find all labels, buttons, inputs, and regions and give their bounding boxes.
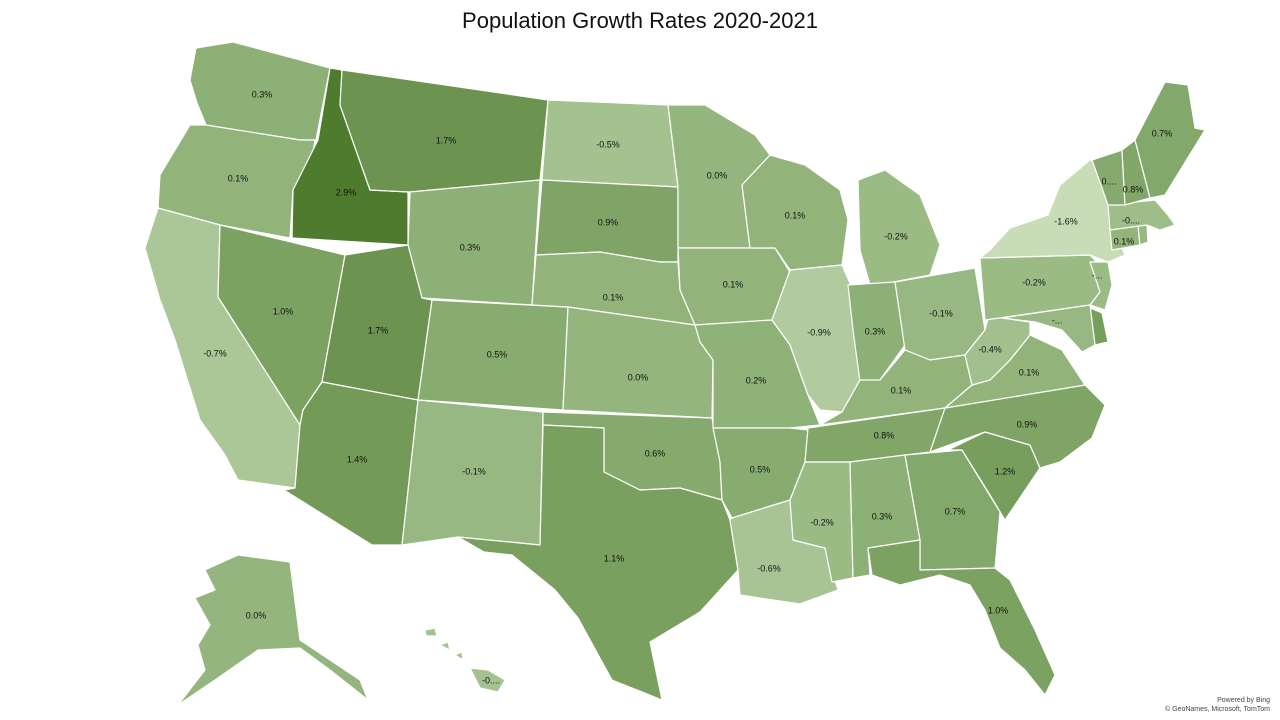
state-label-tx: 1.1% [604, 553, 625, 563]
state-tx[interactable] [457, 424, 739, 701]
state-label-oh: -0.1% [929, 308, 953, 318]
state-label-mn: 0.0% [707, 170, 728, 180]
state-label-hi: -0.... [482, 675, 500, 685]
state-label-vt: 0.... [1101, 176, 1116, 186]
state-label-nh: 0.8% [1123, 184, 1144, 194]
state-wi[interactable] [741, 154, 849, 271]
attribution-copyright: © GeoNames, Microsoft, TomTom [1165, 706, 1270, 713]
state-label-wa: 0.3% [252, 89, 273, 99]
state-wv[interactable] [964, 311, 1031, 386]
state-il[interactable] [771, 264, 861, 413]
state-label-wv: -0.4% [978, 344, 1002, 354]
state-fl[interactable] [867, 539, 1056, 696]
state-label-il: -0.9% [807, 327, 831, 337]
state-label-nm: -0.1% [462, 466, 486, 476]
state-me[interactable] [1134, 81, 1206, 199]
state-label-ut: 1.7% [368, 325, 389, 335]
state-label-al: 0.3% [872, 511, 893, 521]
state-label-ar: 0.5% [750, 464, 771, 474]
state-hi[interactable] [424, 627, 506, 693]
state-ms[interactable] [789, 461, 854, 583]
state-label-az: 1.4% [347, 454, 368, 464]
state-label-nd: -0.5% [596, 139, 620, 149]
map-title: Population Growth Rates 2020-2021 [462, 8, 818, 33]
state-ri[interactable] [1137, 224, 1149, 246]
state-label-sd: 0.9% [598, 217, 619, 227]
state-wy[interactable] [407, 179, 541, 306]
attribution: Powered by Bing © GeoNames, Microsoft, T… [1165, 696, 1270, 714]
state-label-nc: 0.9% [1017, 419, 1038, 429]
state-label-mo: 0.2% [746, 375, 767, 385]
state-label-ia: 0.1% [723, 279, 744, 289]
state-ma[interactable] [1107, 199, 1176, 231]
state-label-ma: -0.... [1122, 215, 1140, 225]
state-label-ca: -0.7% [203, 348, 227, 358]
state-mi[interactable] [857, 169, 941, 286]
state-label-wy: 0.3% [460, 242, 481, 252]
state-or[interactable] [157, 124, 316, 239]
state-label-mi: -0.2% [884, 231, 908, 241]
state-label-in: 0.3% [865, 326, 886, 336]
state-label-nj: -... [1092, 270, 1103, 280]
state-label-sc: 1.2% [995, 466, 1016, 476]
state-md[interactable] [1001, 304, 1096, 353]
state-label-mt: 1.7% [436, 135, 457, 145]
state-label-va: 0.1% [1019, 367, 1040, 377]
state-nj[interactable] [1089, 261, 1113, 311]
state-label-id: 2.9% [336, 187, 357, 197]
state-label-ok: 0.6% [645, 448, 666, 458]
state-nc[interactable] [929, 384, 1106, 469]
state-label-fl: 1.0% [988, 605, 1009, 615]
state-label-ct: 0.1% [1114, 236, 1135, 246]
state-label-ks: 0.0% [628, 372, 649, 382]
state-label-co: 0.5% [487, 349, 508, 359]
state-label-ky: 0.1% [891, 385, 912, 395]
state-label-ny: -1.6% [1054, 216, 1078, 226]
state-label-wi: 0.1% [785, 210, 806, 220]
state-label-ms: -0.2% [810, 517, 834, 527]
state-ak[interactable] [177, 554, 369, 706]
state-label-or: 0.1% [228, 173, 249, 183]
state-mt[interactable] [339, 69, 549, 193]
state-label-tn: 0.8% [874, 430, 895, 440]
state-label-nv: 1.0% [273, 306, 294, 316]
state-label-md: -... [1052, 315, 1063, 325]
state-label-la: -0.6% [757, 563, 781, 573]
attribution-powered-by: Powered by Bing [1217, 697, 1270, 704]
state-label-ne: 0.1% [603, 292, 624, 302]
state-label-ga: 0.7% [945, 506, 966, 516]
state-label-me: 0.7% [1152, 128, 1173, 138]
state-label-pa: -0.2% [1022, 277, 1046, 287]
state-label-ak: 0.0% [246, 610, 267, 620]
state-ky[interactable] [819, 349, 973, 426]
